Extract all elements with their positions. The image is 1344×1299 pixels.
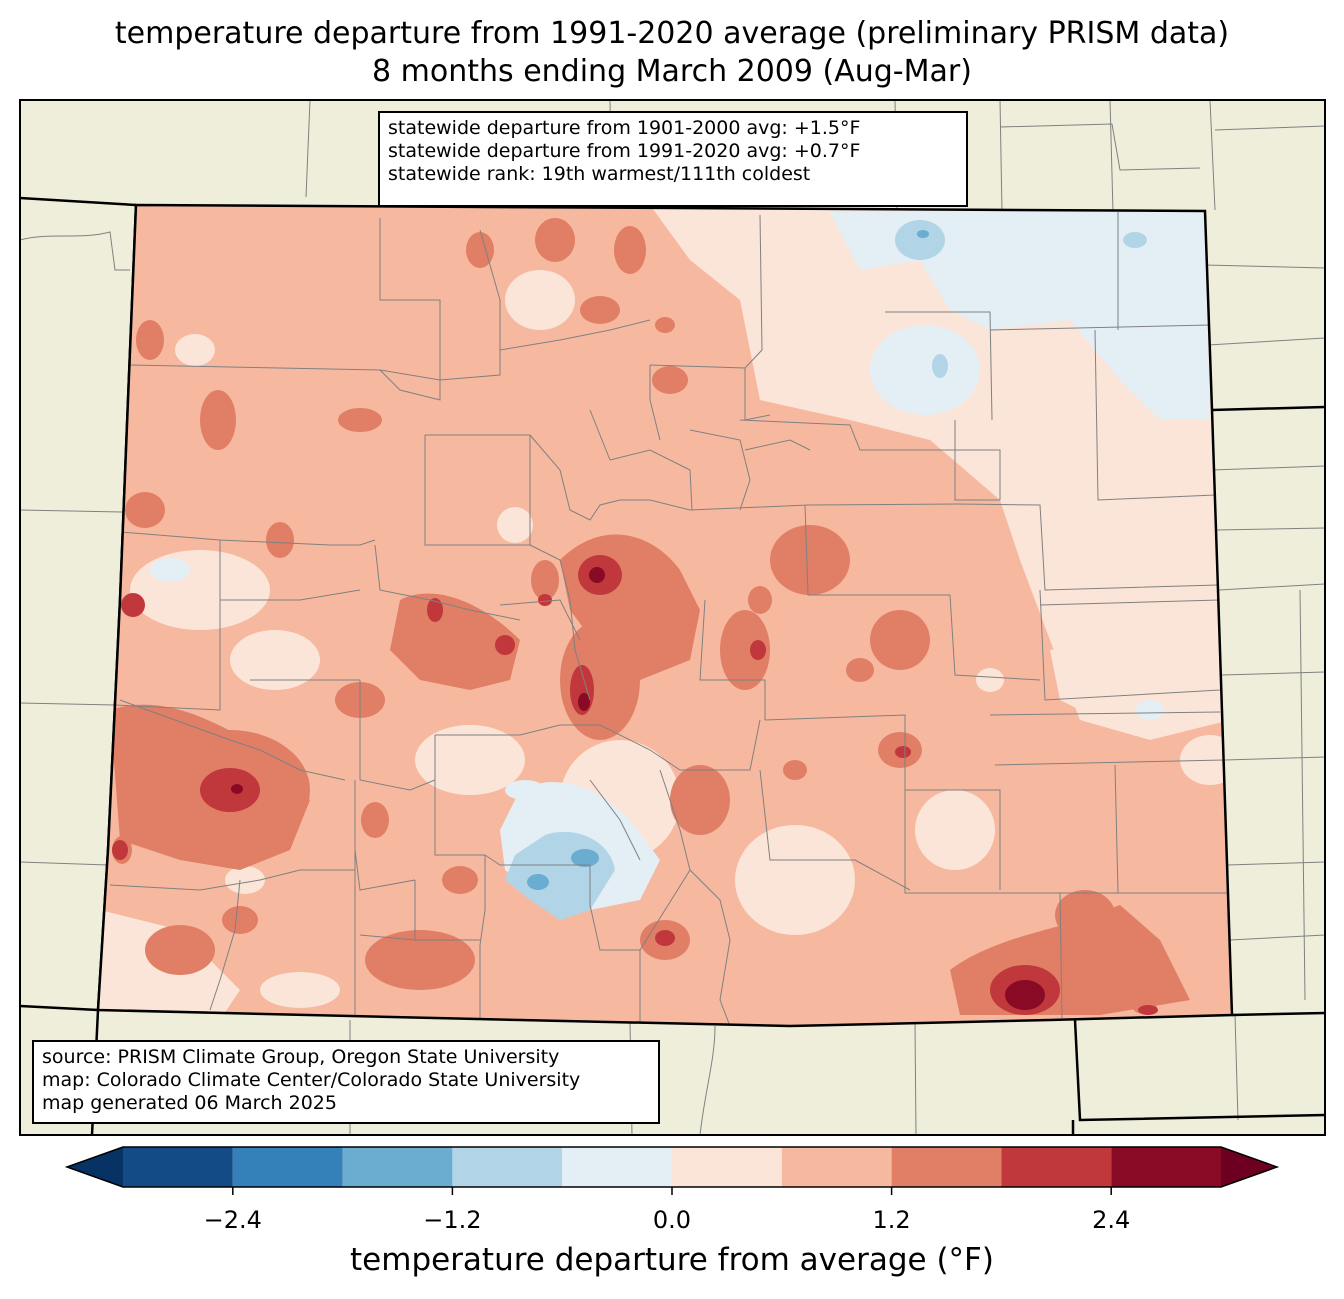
source-credit-box: source: PRISM Climate Group, Oregon Stat… xyxy=(32,1040,660,1124)
colorbar-over-arrow xyxy=(1221,1147,1277,1187)
colorbar-bin xyxy=(232,1147,343,1187)
generated-date-line: map generated 06 March 2025 xyxy=(42,1092,337,1114)
colorbar-tick-label: −2.4 xyxy=(203,1206,262,1234)
map-title-line1: temperature departure from 1991-2020 ave… xyxy=(114,16,1230,51)
colorbar-bin xyxy=(123,1147,233,1187)
colorbar-bin xyxy=(891,1147,1002,1187)
colorbar-tick-label: 1.2 xyxy=(872,1206,911,1234)
map-title-line2: 8 months ending March 2009 (Aug-Mar) xyxy=(372,54,972,89)
source-line: source: PRISM Climate Group, Oregon Stat… xyxy=(42,1046,560,1068)
map-frame xyxy=(19,99,1326,1136)
colorbar-bin xyxy=(562,1147,672,1187)
colorbar xyxy=(64,1146,1280,1195)
colorbar-bin xyxy=(781,1147,892,1187)
colorbar-bin xyxy=(342,1147,453,1187)
colorado-temperature-field xyxy=(98,205,1232,1026)
colorbar-label: temperature departure from average (°F) xyxy=(350,1242,994,1278)
colorbar-bin xyxy=(452,1147,563,1187)
colorbar-bin xyxy=(1111,1147,1221,1187)
colorbar-under-arrow xyxy=(67,1147,123,1187)
stats-rank: statewide rank: 19th warmest/111th colde… xyxy=(388,163,811,185)
stats-departure-1991-2020: statewide departure from 1991-2020 avg: … xyxy=(388,140,861,162)
colorbar-tick-label: 0.0 xyxy=(652,1206,692,1234)
colorado-boundary xyxy=(96,203,1234,1028)
colorbar-tick-label: −1.2 xyxy=(423,1206,482,1234)
colorbar-bin xyxy=(1001,1147,1112,1187)
stats-departure-1901-2000: statewide departure from 1901-2000 avg: … xyxy=(388,117,861,139)
colorbar-bin xyxy=(672,1147,782,1187)
statewide-stats-box: statewide departure from 1901-2000 avg: … xyxy=(378,111,968,207)
colorbar-tick-label: 2.4 xyxy=(1092,1206,1131,1234)
colorbar-outline xyxy=(64,1146,1280,1188)
map-credit-line: map: Colorado Climate Center/Colorado St… xyxy=(42,1069,581,1091)
